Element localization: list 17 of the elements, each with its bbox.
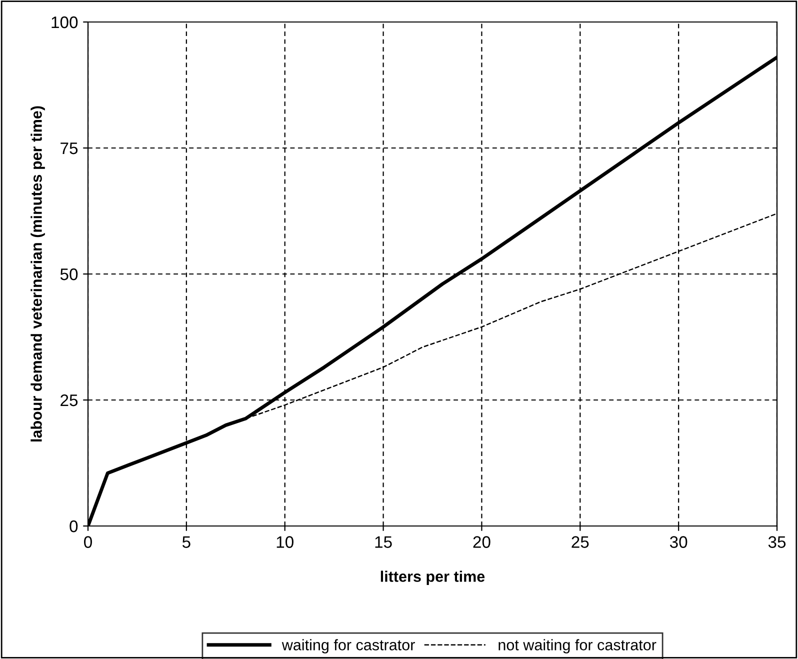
y-tick-label: 25 (60, 394, 78, 406)
y-tick-label: 100 (52, 16, 78, 28)
x-tick-label: 0 (84, 536, 92, 548)
x-axis-title: litters per time (380, 570, 485, 585)
x-tick-label: 20 (473, 536, 490, 548)
x-tick-label: 5 (182, 536, 190, 548)
legend-label: not waiting for castrator (498, 639, 656, 654)
legend-label: waiting for castrator (282, 639, 415, 654)
y-tick-label: 50 (60, 268, 78, 280)
y-axis-title: labour demand veterinarian (minutes per time) (30, 106, 45, 442)
x-tick-label: 25 (572, 536, 589, 548)
x-tick-label: 30 (670, 536, 688, 548)
y-tick-label: 0 (70, 520, 78, 532)
y-tick-label: 75 (60, 142, 78, 154)
x-tick-label: 15 (375, 536, 392, 548)
x-tick-label: 35 (768, 536, 786, 548)
x-tick-label: 10 (276, 536, 294, 548)
